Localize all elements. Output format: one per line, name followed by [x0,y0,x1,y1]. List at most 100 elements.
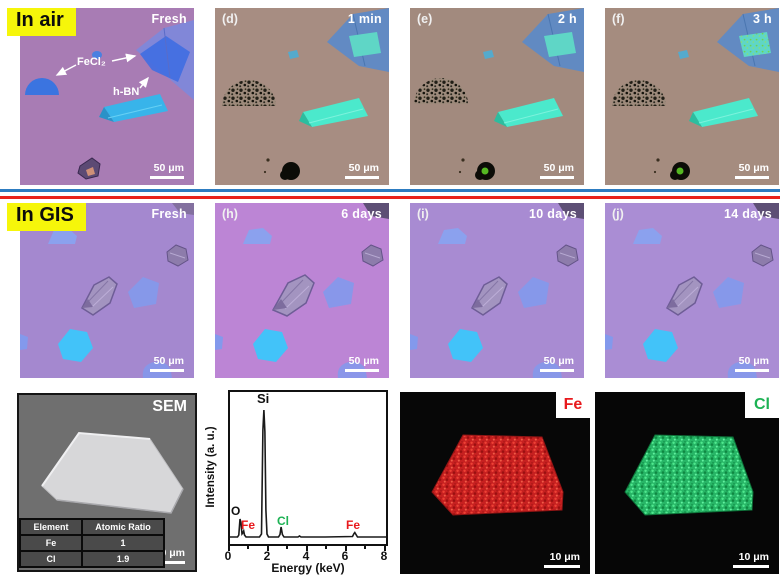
panel-gis-6days: (h) 6 days 50 μm [215,203,389,378]
panel-letter: (e) [417,12,433,26]
time-label: Fresh [151,207,187,221]
time-label: 1 min [347,12,382,26]
scale-bar-line [733,565,769,568]
scale-bar-line [735,369,769,372]
panel-gis-fresh: Fresh 50 μm [20,203,194,378]
peak-label-si: Si [257,391,270,406]
time-label: 6 days [341,207,382,221]
plot-area [228,390,388,546]
table-row: Cl 1.9 [19,550,165,568]
x-tick-label: 2 [263,549,271,563]
scale-bar-label: 10 μm [154,546,185,559]
cl-elemental-map [595,392,779,574]
scale-bar-label: 50 μm [738,161,769,174]
x-tick [306,546,308,551]
eds-spectrum-panel: Intensity (a. u.) 0 2 4 6 8 Energy (keV)… [200,386,395,577]
peak-label-o: O [231,504,241,518]
scale-bar: 50 μm [540,161,574,179]
scale-bar: 50 μm [150,161,184,179]
table-cell-cl-ratio: 1.9 [81,550,165,568]
x-minor-tick [247,546,249,549]
scale-bar-line [735,176,769,179]
x-tick-label: 8 [380,549,388,563]
panel-air-fresh: FeCl₂ h-BN Fresh 50 μm [20,8,194,185]
scale-bar: 10 μm [733,550,769,568]
micrograph-air-2h [410,8,584,185]
scale-bar-line [150,176,184,179]
x-tick-label: 4 [302,549,310,563]
x-minor-tick [325,546,327,549]
table-header-ratio: Atomic Ratio [81,518,165,536]
table-cell-fe-ratio: 1 [81,534,165,552]
time-label: Fresh [151,12,187,26]
divider-red-line [0,196,780,199]
scale-bar-label: 50 μm [543,354,574,367]
divider-blue-line [0,189,780,192]
panel-letter: (j) [612,207,624,221]
element-table: Element Atomic Ratio Fe 1 Cl 1.9 [19,518,165,568]
panel-air-1min: (d) 1 min 50 μm [215,8,389,185]
scale-bar: 50 μm [735,161,769,179]
micrograph-air-3h [605,8,779,185]
time-label: 10 days [529,207,577,221]
micrograph-gis-6days [215,203,389,378]
x-tick [267,546,269,551]
scale-bar-label: 50 μm [153,161,184,174]
micrograph-air-fresh [20,8,194,185]
x-tick [384,546,386,551]
table-header-row: Element Atomic Ratio [19,518,165,536]
scale-bar: 50 μm [345,162,379,179]
y-axis-label: Intensity (a. u.) [205,426,217,508]
panel-letter: (d) [222,12,238,26]
x-tick-label: 6 [341,549,349,563]
scale-bar-line [540,176,574,179]
panel-letter: (i) [417,207,429,221]
x-minor-tick [286,546,288,549]
spectrum-curve [230,409,386,538]
cl-map-label: Cl [754,396,770,413]
panel-air-3h: (f) 3 h 50 μm [605,8,779,185]
panel-letter: (f) [612,12,625,26]
scale-bar-label: 10 μm [738,550,769,563]
sem-label: SEM [152,398,187,415]
peak-label-fe1: Fe [241,518,256,532]
scale-bar: 10 μm [544,550,580,568]
scale-bar-label: 50 μm [738,354,769,367]
time-label: 3 h [753,12,772,26]
peak-label-fe2: Fe [346,518,361,532]
micrograph-gis-10days [410,203,584,378]
x-minor-tick [364,546,366,549]
panel-gis-10days: (i) 10 days 50 μm [410,203,584,378]
scale-bar: 50 μm [345,354,379,372]
x-tick [345,546,347,551]
fe-map-label: Fe [563,396,583,413]
x-tick-label: 0 [224,549,232,563]
scale-bar-line [345,176,379,179]
scale-bar-line [345,369,379,372]
fe-elemental-map [400,392,590,574]
scale-bar-label: 10 μm [549,550,580,563]
micrograph-gis-14days [605,203,779,378]
table-header-element: Element [19,518,83,536]
scale-bar-line [544,565,580,568]
micrograph-air-1min [215,8,389,185]
label-in-air: In air [7,8,76,36]
map-tag: Fe [556,392,590,418]
time-label: 2 h [558,12,577,26]
x-axis-label: Energy (keV) [271,561,345,575]
scale-bar-line [149,561,185,564]
map-tag: Cl [745,392,779,418]
fe-map-panel: Fe 10 μm [400,392,590,574]
table-cell-cl: Cl [19,550,83,568]
scale-bar-line [150,369,184,372]
scale-bar: 50 μm [540,354,574,372]
scale-bar: 50 μm [150,355,184,372]
scale-bar-label: 50 μm [348,354,379,367]
table-cell-fe: Fe [19,534,83,552]
micrograph-gis-fresh [20,203,194,378]
panel-air-2h: (e) 2 h 50 μm [410,8,584,185]
time-label: 14 days [724,207,772,221]
scale-bar-label: 50 μm [543,161,574,174]
x-tick [228,546,230,551]
